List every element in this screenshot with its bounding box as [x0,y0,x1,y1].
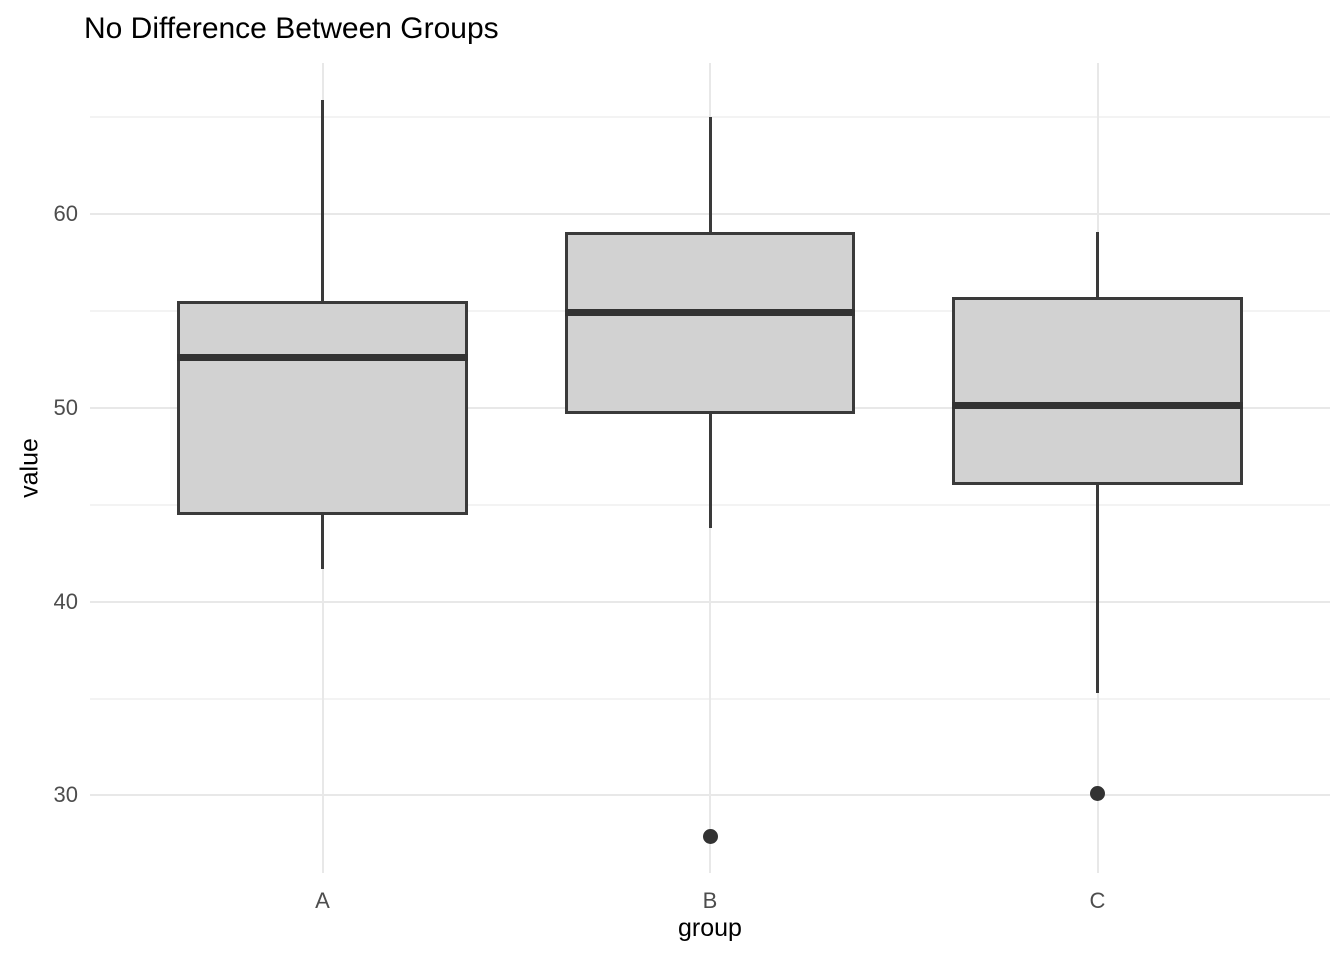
x-axis-title: group [678,914,742,942]
x-tick-label-C: C [1089,888,1106,913]
box-C [952,297,1243,486]
upper-whisker-B [708,117,712,232]
lower-whisker-A [321,514,324,569]
y-axis-title: value [15,438,44,498]
upper-whisker-C [1096,231,1099,298]
box-A [177,301,468,515]
median-C [952,402,1243,410]
y-tick-label-30: 30 [53,782,78,808]
lower-whisker-C [1096,485,1099,693]
chart-title: No Difference Between Groups [84,12,499,45]
x-tick-label-A: A [315,888,330,913]
y-tick-label-50: 50 [53,394,78,420]
median-B [564,309,856,317]
box-B [564,231,856,414]
x-tick-label-B: B [702,888,718,913]
upper-whisker-A [321,99,324,302]
outlier-point-B [702,828,718,844]
median-A [177,354,468,362]
outlier-point-C [1090,786,1105,802]
lower-whisker-B [708,413,712,529]
y-tick-label-40: 40 [53,588,78,614]
y-tick-label-60: 60 [53,201,78,227]
plot-panel [90,63,1330,873]
